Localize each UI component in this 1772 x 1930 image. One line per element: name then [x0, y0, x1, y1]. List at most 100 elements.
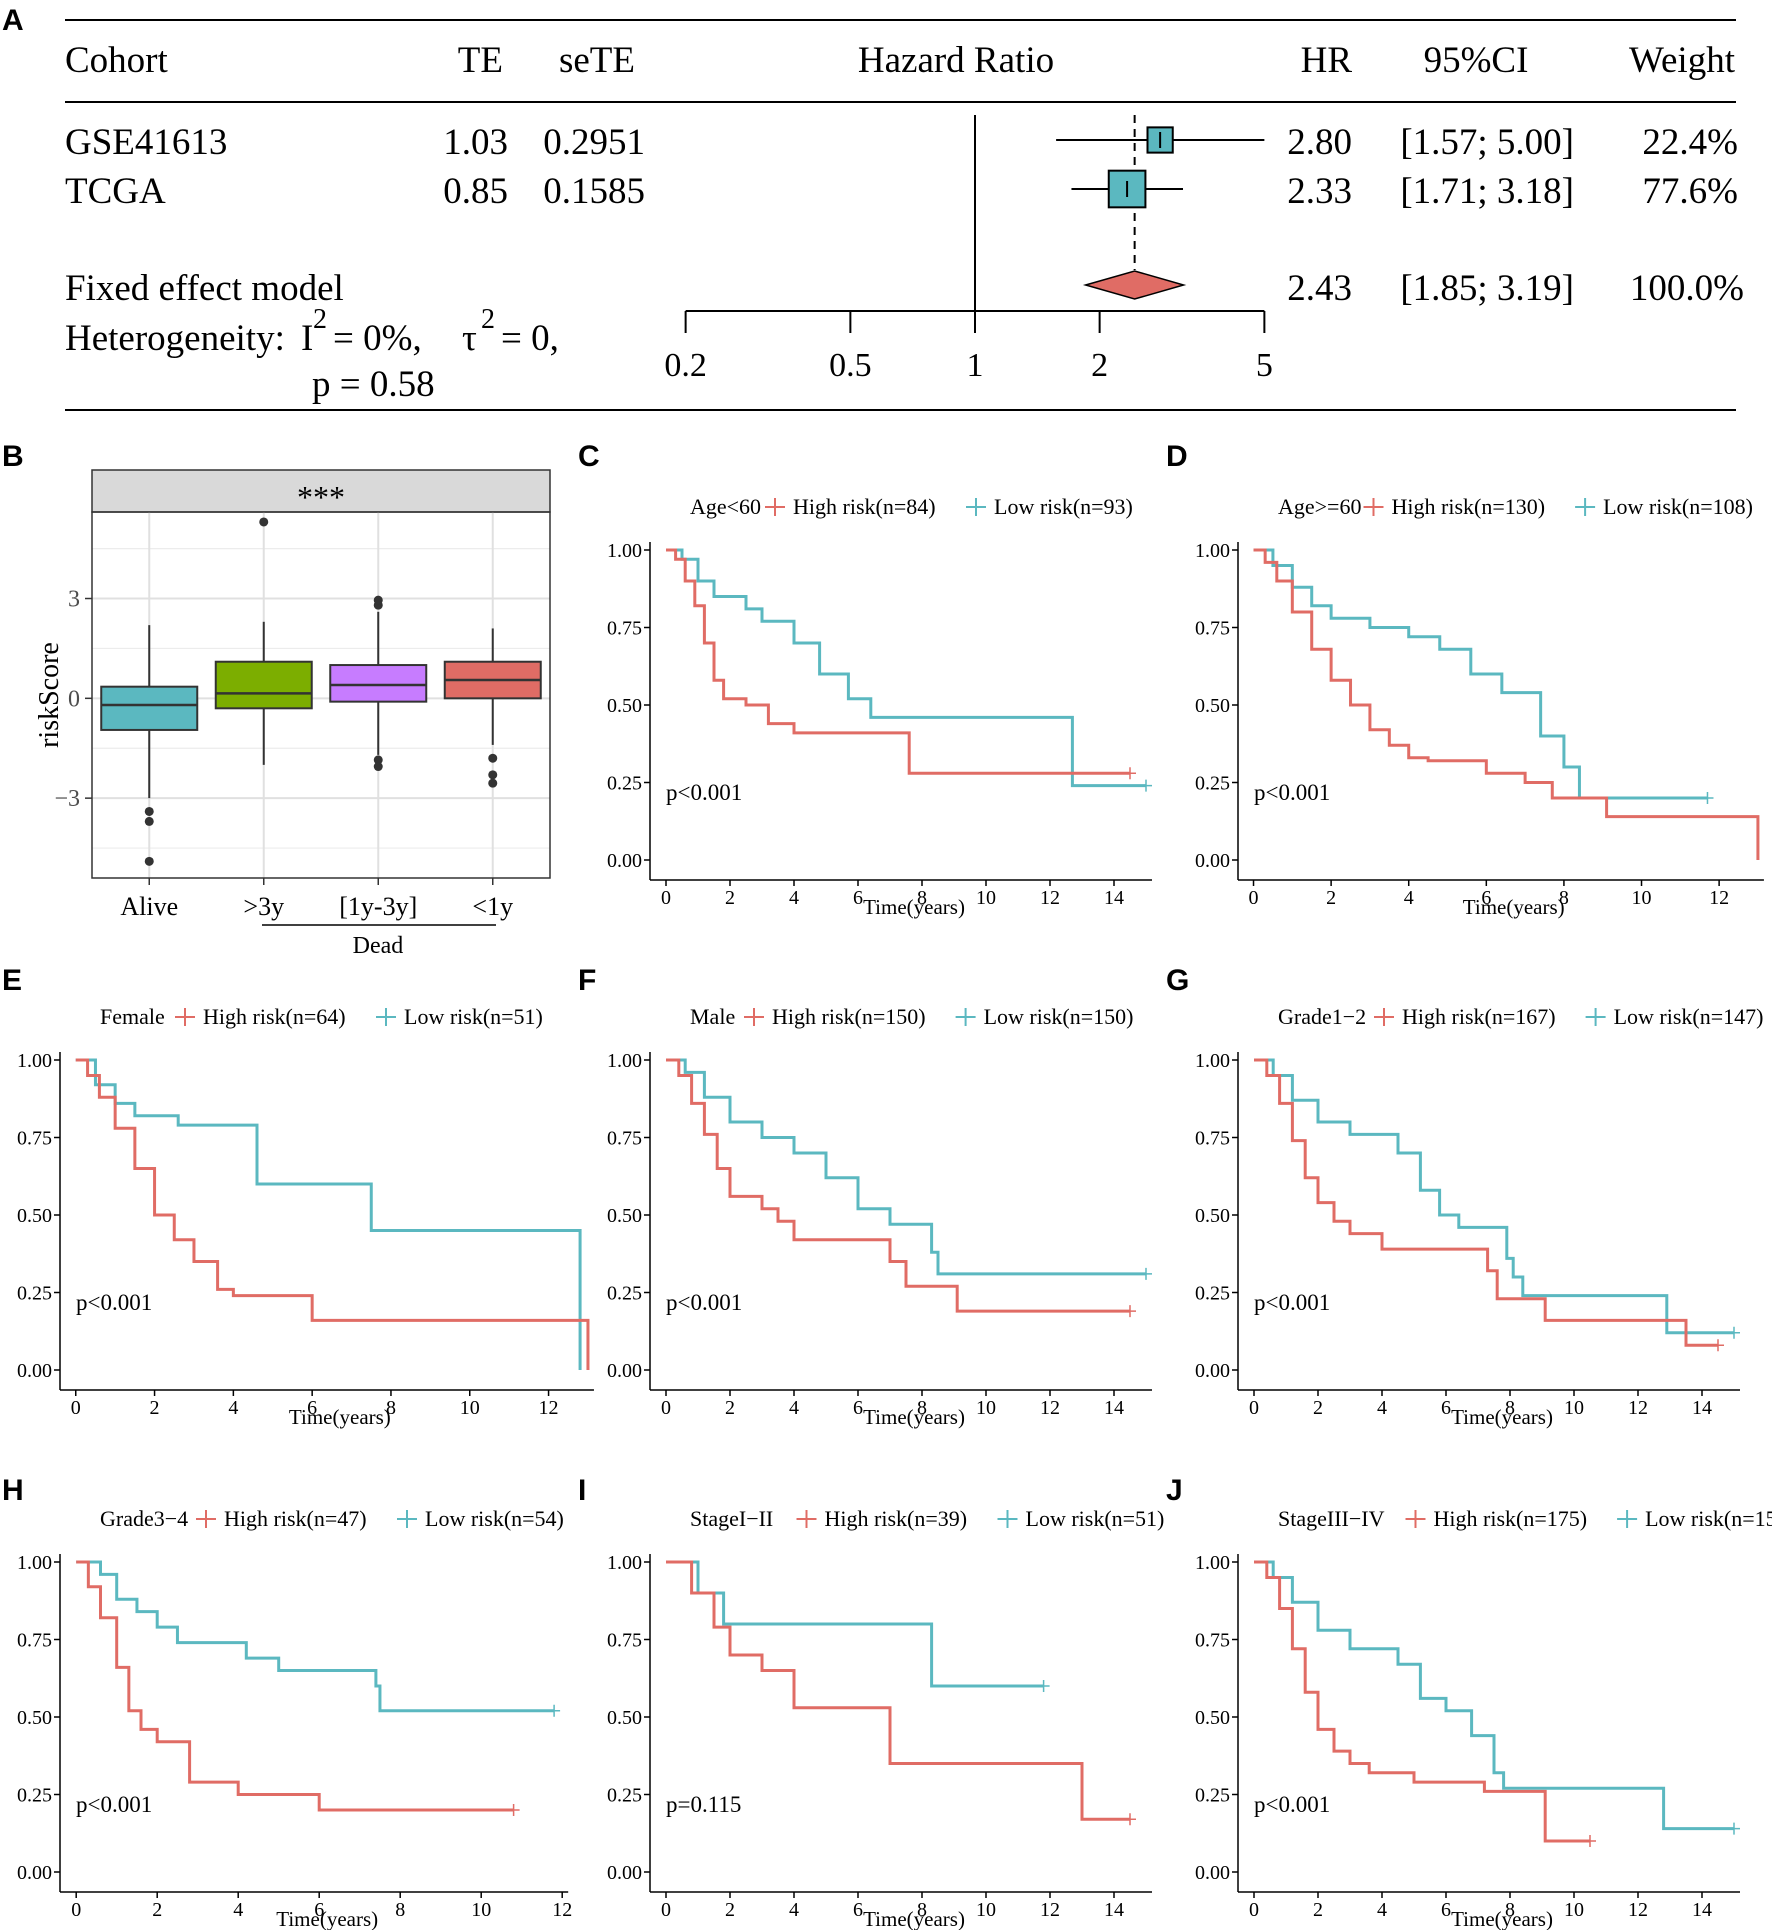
km-y-tick-label: 0.50: [17, 1707, 52, 1729]
dead-group-label: Dead: [353, 933, 404, 959]
km-x-tick-label: 10: [1564, 1397, 1584, 1419]
km-y-tick-label: 1.00: [1195, 540, 1230, 562]
km-x-tick-label: 6: [853, 1397, 863, 1419]
km-y-tick-label: 0.75: [1195, 1630, 1230, 1652]
km-censor-mark: [1728, 1326, 1740, 1339]
km-y-tick-label: 0.75: [17, 1128, 52, 1150]
row-hr: 2.80: [1287, 122, 1352, 163]
km-x-tick-label: 4: [789, 1397, 799, 1419]
y-axis-label: riskScore: [34, 642, 65, 748]
significance-stars: ***: [297, 479, 345, 515]
km-x-tick-label: 2: [725, 887, 735, 909]
legend-high-risk-label: High risk(n=39): [825, 1506, 968, 1531]
header-hr: HR: [1301, 40, 1353, 81]
km-x-tick-label: 2: [725, 1397, 735, 1419]
km-x-tick-label: 2: [152, 1899, 162, 1921]
km-y-tick-label: 1.00: [1195, 1050, 1230, 1072]
km-x-tick-label: 0: [71, 1397, 81, 1419]
km-low-risk-curve: [1254, 1058, 1734, 1335]
km-censor-mark: [548, 1704, 561, 1717]
km-x-tick-label: 12: [1709, 887, 1729, 909]
fixed-effect-label: Fixed effect model: [65, 268, 344, 309]
km-y-tick-label: 0.00: [1195, 850, 1230, 872]
y-tick-label: −3: [54, 786, 80, 812]
km-p-value: p<0.001: [76, 1290, 152, 1315]
km-x-tick-label: 6: [307, 1397, 317, 1419]
category-label: [1y-3y]: [339, 892, 417, 921]
km-x-tick-label: 0: [661, 1899, 671, 1921]
km-x-tick-label: 8: [917, 1397, 927, 1419]
km-x-tick-label: 6: [314, 1899, 324, 1921]
legend-title: Female: [100, 1004, 165, 1029]
km-y-tick-label: 0.25: [17, 1785, 52, 1807]
legend-low-risk-label: Low risk(n=51): [1026, 1506, 1165, 1531]
legend-title: Age>=60: [1278, 494, 1361, 519]
km-y-tick-label: 0.50: [17, 1205, 52, 1227]
km-y-tick-label: 0.75: [607, 618, 642, 640]
km-censor-mark: [1124, 767, 1136, 780]
box-outlier: [144, 806, 154, 816]
box-outlier: [144, 816, 154, 826]
legend-title: Grade1−2: [1278, 1004, 1366, 1029]
km-x-tick-label: 12: [1628, 1899, 1648, 1921]
km-y-tick-label: 1.00: [607, 540, 642, 562]
category-label: Alive: [120, 892, 178, 921]
header-ci: 95%CI: [1424, 40, 1529, 81]
km-y-tick-label: 0.50: [607, 695, 642, 717]
km-p-value: p=0.115: [666, 1792, 741, 1817]
km-x-tick-label: 0: [661, 887, 671, 909]
panel-label-i: I: [578, 1474, 586, 1507]
row-cohort: GSE41613: [65, 122, 227, 163]
box: [329, 664, 428, 703]
km-y-tick-label: 0.25: [1195, 773, 1230, 795]
km-y-tick-label: 0.75: [1195, 1128, 1230, 1150]
panel-label-e: E: [2, 964, 22, 997]
header-te: TE: [458, 40, 503, 81]
km-x-tick-label: 2: [725, 1899, 735, 1921]
km-y-tick-label: 0.00: [17, 1862, 52, 1884]
km-x-tick-label: 12: [1040, 887, 1060, 909]
km-x-tick-label: 12: [552, 1899, 572, 1921]
km-x-tick-label: 12: [1040, 1397, 1060, 1419]
km-x-axis-label: Time(years): [1451, 1405, 1553, 1429]
km-x-tick-label: 14: [1692, 1899, 1712, 1921]
km-y-tick-label: 0.25: [607, 773, 642, 795]
km-censor-mark: [507, 1804, 520, 1816]
km-y-tick-label: 1.00: [1195, 1552, 1230, 1574]
legend-high-risk-label: High risk(n=84): [793, 494, 936, 519]
legend-title: Age<60: [690, 494, 761, 519]
fixed-ci: [1.85; 3.19]: [1400, 268, 1574, 309]
legend-high-risk-label: High risk(n=130): [1392, 494, 1546, 519]
km-x-tick-label: 10: [1632, 887, 1652, 909]
km-x-tick-label: 14: [1104, 1397, 1124, 1419]
header-sete: seTE: [559, 40, 635, 81]
km-x-tick-label: 10: [976, 887, 996, 909]
km-x-tick-label: 12: [1040, 1899, 1060, 1921]
km-x-tick-label: 4: [1404, 887, 1414, 909]
km-p-value: p<0.001: [666, 1290, 742, 1315]
km-x-tick-label: 4: [1377, 1397, 1387, 1419]
km-p-value: p<0.001: [666, 780, 742, 805]
heterogeneity-i2-sup: 2: [313, 304, 327, 335]
legend-low-risk-label: Low risk(n=54): [425, 1506, 564, 1531]
km-y-tick-label: 0.25: [1195, 1785, 1230, 1807]
header-hazard-ratio: Hazard Ratio: [858, 40, 1054, 81]
row-ci: [1.57; 5.00]: [1400, 122, 1574, 163]
row-sete: 0.2951: [543, 122, 645, 163]
km-x-tick-label: 0: [661, 1397, 671, 1419]
km-y-tick-label: 0.75: [17, 1630, 52, 1652]
legend-low-risk-label: Low risk(n=150): [1645, 1506, 1772, 1531]
km-p-value: p<0.001: [1254, 780, 1330, 805]
km-x-tick-label: 2: [1326, 887, 1336, 909]
km-y-tick-label: 0.50: [607, 1707, 642, 1729]
forest-plot: Cohort TE seTE Hazard Ratio HR 95%CI Wei…: [65, 19, 1744, 411]
km-y-tick-label: 0.00: [1195, 1360, 1230, 1382]
km-plot-stage-3-4: StageIII−IV High risk(n=175) Low risk(n=15…: [1195, 1506, 1772, 1930]
legend-low-risk-label: Low risk(n=51): [404, 1004, 543, 1029]
box-outlier: [373, 595, 383, 605]
km-x-tick-label: 2: [1313, 1899, 1323, 1921]
km-x-axis-label: Time(years): [1451, 1907, 1553, 1930]
km-plot-age-under-60: Age<60 High risk(n=84) Low risk(n=93) 1.00 0…: [607, 494, 1152, 919]
km-y-tick-label: 0.50: [1195, 1707, 1230, 1729]
legend-high-risk-label: High risk(n=175): [1434, 1506, 1588, 1531]
